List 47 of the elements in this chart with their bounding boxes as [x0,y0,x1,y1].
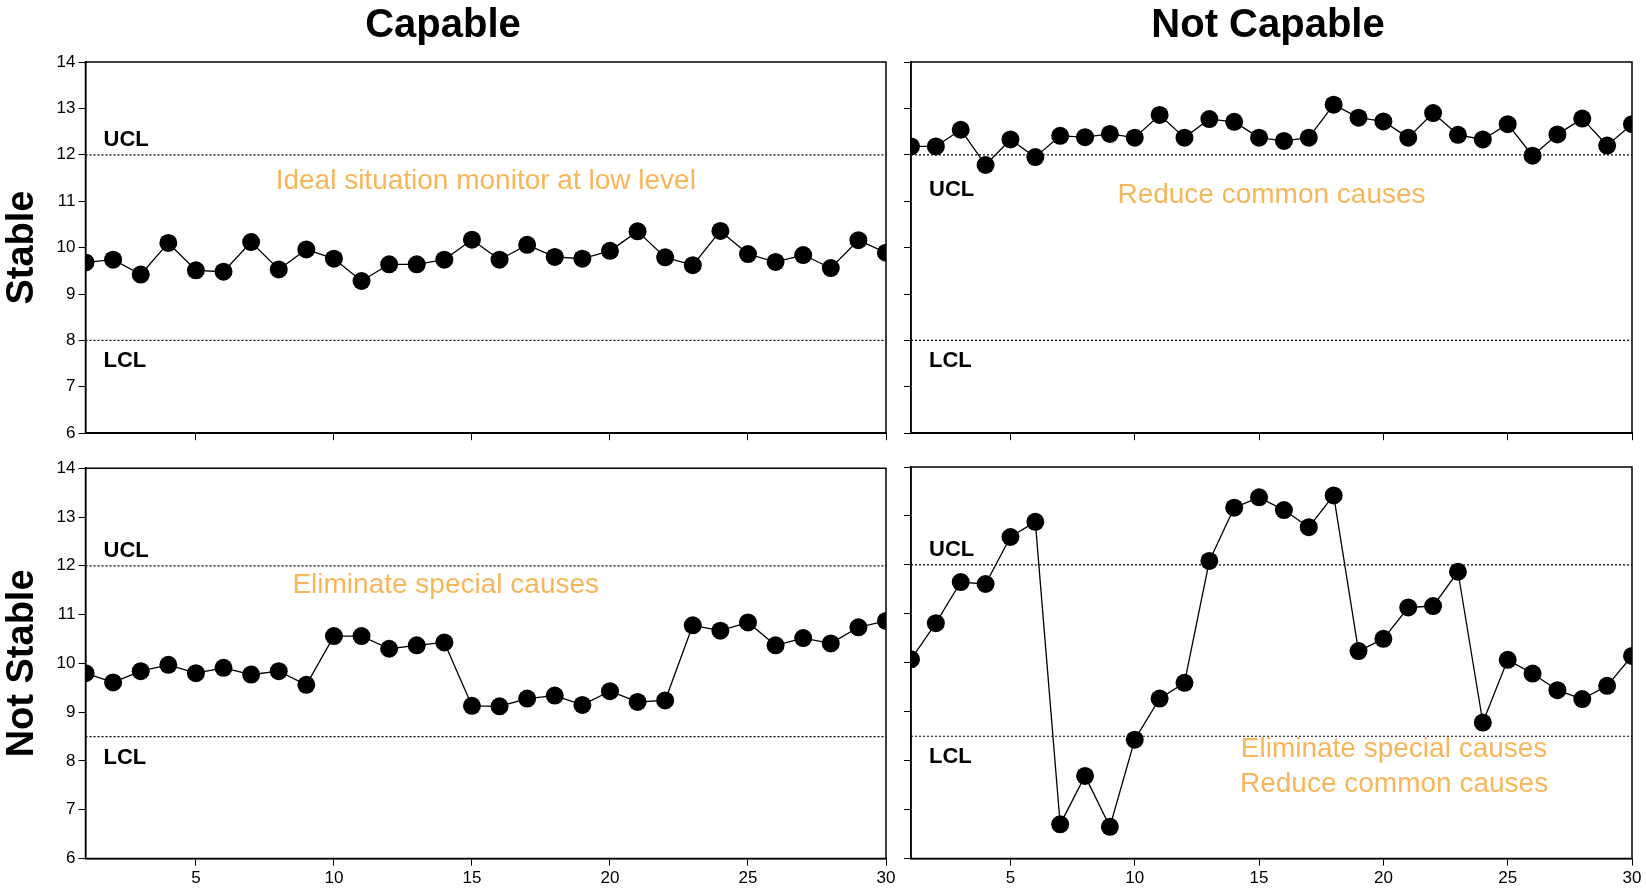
ref-line-label: LCL [929,347,972,373]
x-tick-label: 10 [1125,868,1145,888]
y-tick-label: 11 [57,604,76,624]
y-tick-label: 13 [56,506,76,526]
ref-line-label: LCL [929,743,972,769]
annotation: Eliminate special causes [292,568,600,600]
y-tick-label: 9 [66,701,76,721]
y-tick-label: 6 [66,848,76,868]
y-axis-title: Stable [0,190,42,305]
x-tick-label: 20 [600,868,620,888]
ref-line-label: LCL [103,347,147,373]
annotation: Reduce common causes [1117,178,1426,210]
x-tick-label: 30 [876,868,896,888]
ref-line-label: UCL [103,536,149,562]
ref-line-label: UCL [929,175,975,201]
x-tick-label: 5 [1005,868,1016,888]
annotation: Eliminate special causes [1240,731,1548,763]
y-tick-label: 10 [56,237,76,257]
y-tick-label: 14 [56,51,76,71]
y-tick-label: 11 [57,190,76,210]
chart-title: Not Capable [1151,1,1385,46]
x-tick-label: 20 [1373,868,1393,888]
y-tick-label: 10 [56,653,76,673]
x-tick-label: 30 [1622,868,1642,888]
x-tick-label: 15 [1249,868,1269,888]
x-tick-label: 25 [1498,868,1518,888]
y-tick-label: 12 [56,144,76,164]
annotation: Ideal situation monitor at low level [275,163,696,195]
x-tick-label: 10 [324,868,344,888]
y-tick-label: 7 [66,376,76,396]
ref-line-label: UCL [929,535,975,561]
x-tick-label: 5 [191,868,201,888]
ref-line-label: UCL [103,125,149,151]
chart-title: Capable [365,1,521,46]
y-tick-label: 12 [56,555,76,575]
y-tick-label: 8 [66,330,76,350]
y-axis-title: Not Stable [0,569,42,758]
x-tick-label: 25 [738,868,758,888]
ref-line-label: LCL [103,743,147,769]
y-tick-label: 7 [66,799,76,819]
y-tick-label: 8 [66,750,76,770]
y-tick-label: 9 [66,283,76,303]
y-tick-label: 13 [56,98,76,118]
y-tick-label: 6 [66,422,76,442]
x-tick-label: 15 [462,868,482,888]
annotation: Reduce common causes [1239,766,1549,798]
y-tick-label: 14 [56,457,76,477]
